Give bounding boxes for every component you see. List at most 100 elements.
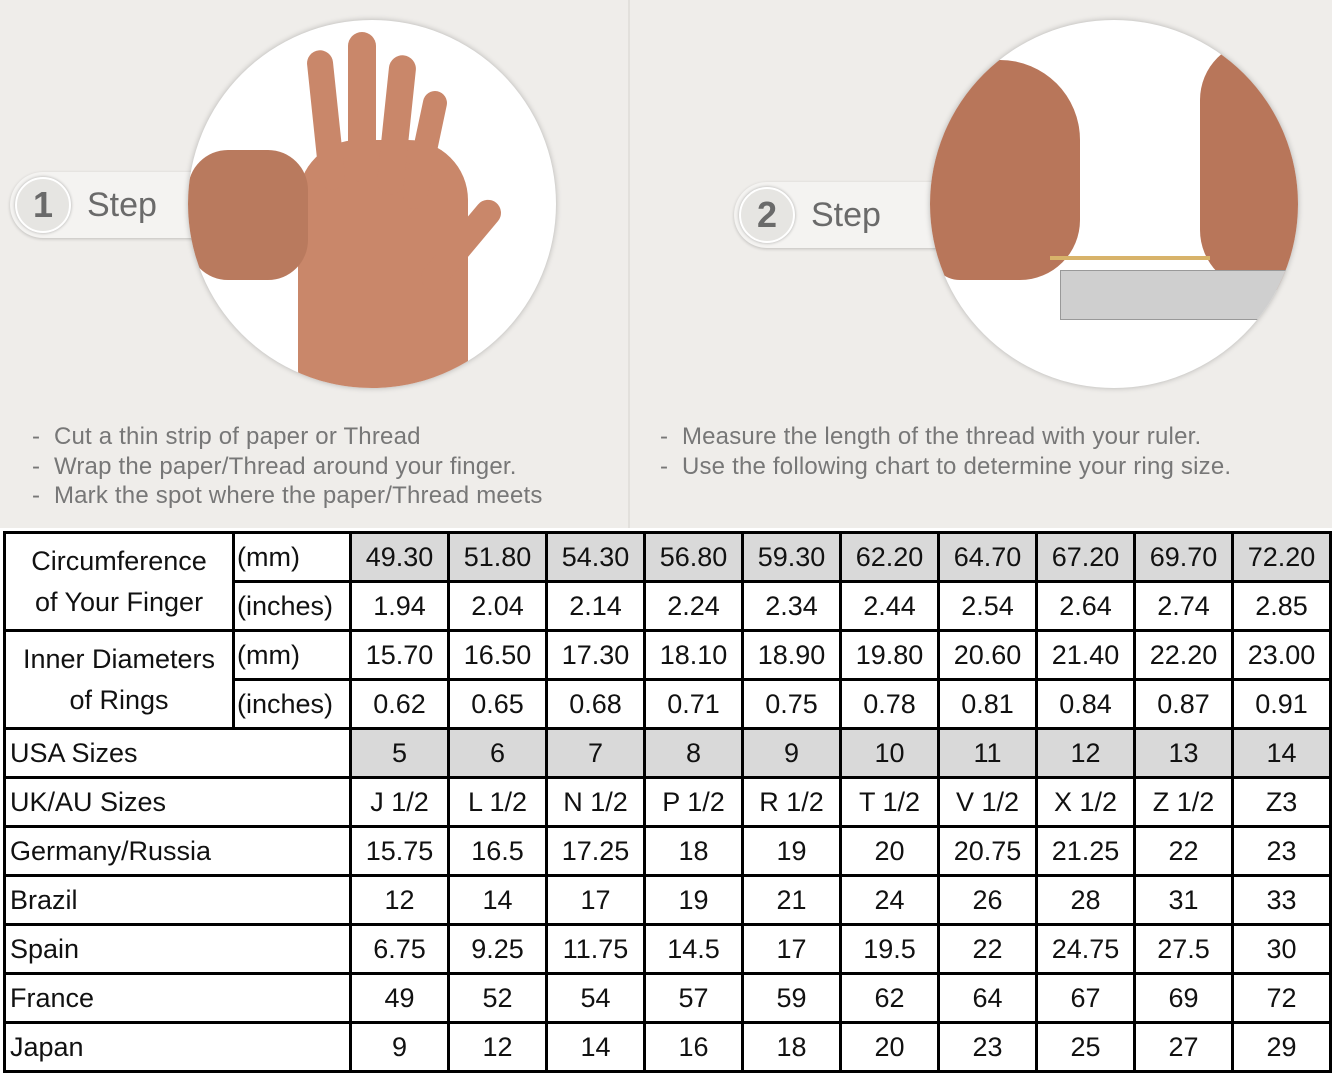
value-cell: 25 — [1035, 1021, 1136, 1073]
value-cell: 54 — [545, 972, 646, 1024]
value-cell: 18 — [741, 1021, 842, 1073]
value-cell: 14 — [1231, 727, 1332, 779]
value-cell: 57 — [643, 972, 744, 1024]
value-cell: 18.10 — [643, 629, 744, 681]
value-cell: 0.71 — [643, 678, 744, 730]
value-cell: 18 — [643, 825, 744, 877]
value-cell: 6.75 — [349, 923, 450, 975]
group-label: Inner Diameters of Rings — [3, 629, 235, 730]
value-cell: 20 — [839, 1021, 940, 1073]
value-cell: 72.20 — [1231, 531, 1332, 583]
value-cell: 11.75 — [545, 923, 646, 975]
value-cell: 69.70 — [1133, 531, 1234, 583]
table-row: (inches) 1.94 2.04 2.14 2.24 2.34 2.44 2.54 2.64… — [5, 580, 1332, 632]
value-cell: 17 — [545, 874, 646, 926]
value-cell: 14 — [545, 1021, 646, 1073]
value-cell: J 1/2 — [349, 776, 450, 828]
value-cell: 72 — [1231, 972, 1332, 1024]
table-row: Brazil 12 14 17 19 21 24 26 28 31 33 — [3, 874, 1332, 926]
row-label: Japan — [3, 1021, 352, 1073]
row-label: USA Sizes — [3, 727, 352, 779]
value-cell: 23 — [1231, 825, 1332, 877]
value-cell: N 1/2 — [545, 776, 646, 828]
value-cell: 0.68 — [545, 678, 646, 730]
value-cell: 13 — [1133, 727, 1234, 779]
value-cell: 16.50 — [447, 629, 548, 681]
value-cell: 17 — [741, 923, 842, 975]
value-cell: V 1/2 — [937, 776, 1038, 828]
group-label-line: of Rings — [69, 684, 169, 715]
value-cell: 27.5 — [1133, 923, 1234, 975]
value-cell: 11 — [937, 727, 1038, 779]
value-cell: 2.24 — [643, 580, 744, 632]
value-cell: 10 — [839, 727, 940, 779]
value-cell: 17.25 — [545, 825, 646, 877]
step-2-instructions: Measure the length of the thread with yo… — [660, 422, 1231, 481]
value-cell: 33 — [1231, 874, 1332, 926]
row-label: Germany/Russia — [3, 825, 352, 877]
instruction-item: Use the following chart to determine you… — [660, 452, 1231, 482]
value-cell: 22 — [1133, 825, 1234, 877]
value-cell: 0.78 — [839, 678, 940, 730]
value-cell: 51.80 — [447, 531, 548, 583]
value-cell: R 1/2 — [741, 776, 842, 828]
ring-size-table: Circumference of Your Finger (mm) 49.30 51.8… — [3, 531, 1332, 1073]
value-cell: 22.20 — [1133, 629, 1234, 681]
value-cell: 0.91 — [1231, 678, 1332, 730]
table-row: (inches) 0.62 0.65 0.68 0.71 0.75 0.78 0.81 0.84… — [5, 678, 1332, 730]
value-cell: 2.04 — [447, 580, 548, 632]
value-cell: 20.75 — [937, 825, 1038, 877]
unit-label: (inches) — [232, 580, 352, 632]
instruction-item: Cut a thin strip of paper or Thread — [32, 422, 543, 452]
value-cell: 62.20 — [839, 531, 940, 583]
step-1-badge: 1 Step — [10, 172, 210, 238]
value-cell: 67 — [1035, 972, 1136, 1024]
group-label-line: Inner Diameters — [22, 643, 216, 674]
value-cell: 59 — [741, 972, 842, 1024]
value-cell: 0.65 — [447, 678, 548, 730]
value-cell: 19 — [643, 874, 744, 926]
value-cell: 69 — [1133, 972, 1234, 1024]
value-cell: 2.85 — [1231, 580, 1332, 632]
value-cell: 56.80 — [643, 531, 744, 583]
value-cell: 22 — [937, 923, 1038, 975]
value-cell: 49 — [349, 972, 450, 1024]
value-cell: 2.34 — [741, 580, 842, 632]
group-label-line: of Your Finger — [34, 586, 204, 617]
value-cell: 9.25 — [447, 923, 548, 975]
value-cell: 16.5 — [447, 825, 548, 877]
value-cell: 26 — [937, 874, 1038, 926]
group-label: Circumference of Your Finger — [3, 531, 235, 632]
table-row: Spain 6.75 9.25 11.75 14.5 17 19.5 22 24.75 27.5 3… — [3, 923, 1332, 975]
step-2-badge: 2 Step — [734, 182, 944, 248]
row-label: France — [3, 972, 352, 1024]
value-cell: 0.75 — [741, 678, 842, 730]
value-cell: 23 — [937, 1021, 1038, 1073]
value-cell: 21.25 — [1035, 825, 1136, 877]
value-cell: 7 — [545, 727, 646, 779]
value-cell: 2.54 — [937, 580, 1038, 632]
value-cell: 12 — [349, 874, 450, 926]
value-cell: 17.30 — [545, 629, 646, 681]
value-cell: 23.00 — [1231, 629, 1332, 681]
value-cell: 18.90 — [741, 629, 842, 681]
value-cell: Z3 — [1231, 776, 1332, 828]
value-cell: 21 — [741, 874, 842, 926]
value-cell: 21.40 — [1035, 629, 1136, 681]
value-cell: 14 — [447, 874, 548, 926]
value-cell: 0.62 — [349, 678, 450, 730]
value-cell: 12 — [447, 1021, 548, 1073]
instruction-item: Measure the length of the thread with yo… — [660, 422, 1231, 452]
value-cell: T 1/2 — [839, 776, 940, 828]
value-cell: 2.14 — [545, 580, 646, 632]
hand-with-thread-image — [188, 20, 556, 388]
value-cell: 64.70 — [937, 531, 1038, 583]
value-cell: 49.30 — [349, 531, 450, 583]
table-row: Japan 9 12 14 16 18 20 23 25 27 29 — [3, 1021, 1332, 1073]
value-cell: 19.5 — [839, 923, 940, 975]
table-row: USA Sizes 5 6 7 8 9 10 11 12 13 14 — [3, 727, 1332, 779]
instruction-item: Mark the spot where the paper/Thread mee… — [32, 481, 543, 511]
step-number: 2 — [739, 187, 795, 243]
value-cell: 19 — [741, 825, 842, 877]
step-number: 1 — [15, 177, 71, 233]
